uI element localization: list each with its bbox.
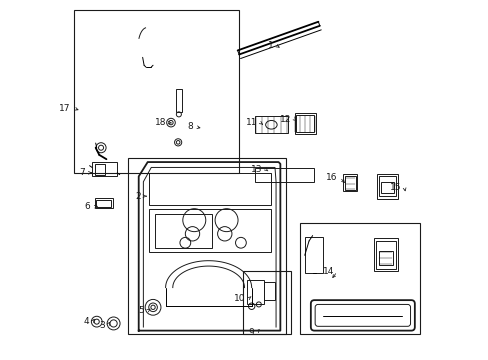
Text: 14: 14: [323, 267, 334, 276]
Text: 1: 1: [267, 41, 273, 50]
Bar: [264, 282, 274, 300]
Bar: [128, 158, 285, 334]
Bar: [175, 89, 182, 112]
Bar: [378, 251, 392, 265]
Text: 12: 12: [280, 114, 291, 123]
Bar: [294, 113, 315, 134]
Text: 4: 4: [84, 317, 89, 326]
Text: 16: 16: [325, 173, 336, 182]
Bar: [149, 173, 271, 205]
Bar: [379, 176, 395, 197]
Text: 15: 15: [389, 183, 401, 192]
Bar: [155, 214, 212, 248]
Bar: [373, 238, 397, 271]
Bar: [242, 271, 290, 334]
Bar: [94, 198, 112, 208]
Text: 8: 8: [187, 122, 192, 131]
Bar: [300, 223, 419, 334]
Bar: [74, 10, 239, 173]
Text: 17: 17: [60, 104, 71, 113]
Bar: [344, 176, 355, 190]
Bar: [381, 182, 393, 193]
Bar: [304, 237, 322, 273]
Bar: [343, 174, 357, 192]
Bar: [255, 116, 287, 134]
Bar: [92, 162, 117, 176]
Bar: [375, 240, 395, 269]
Text: 2: 2: [135, 192, 141, 201]
Bar: [94, 164, 105, 175]
Text: 5: 5: [139, 306, 144, 315]
Text: 10: 10: [234, 294, 245, 303]
Text: 9: 9: [247, 328, 253, 337]
Text: 7: 7: [80, 168, 85, 177]
Bar: [246, 280, 264, 304]
Text: 3: 3: [99, 321, 105, 330]
Bar: [296, 115, 313, 132]
Bar: [149, 209, 271, 252]
Bar: [376, 174, 397, 199]
Text: 11: 11: [245, 118, 257, 127]
Text: 18: 18: [154, 118, 165, 127]
Text: 6: 6: [84, 202, 90, 211]
Bar: [255, 168, 314, 182]
Bar: [96, 200, 110, 207]
Text: 13: 13: [251, 165, 262, 174]
